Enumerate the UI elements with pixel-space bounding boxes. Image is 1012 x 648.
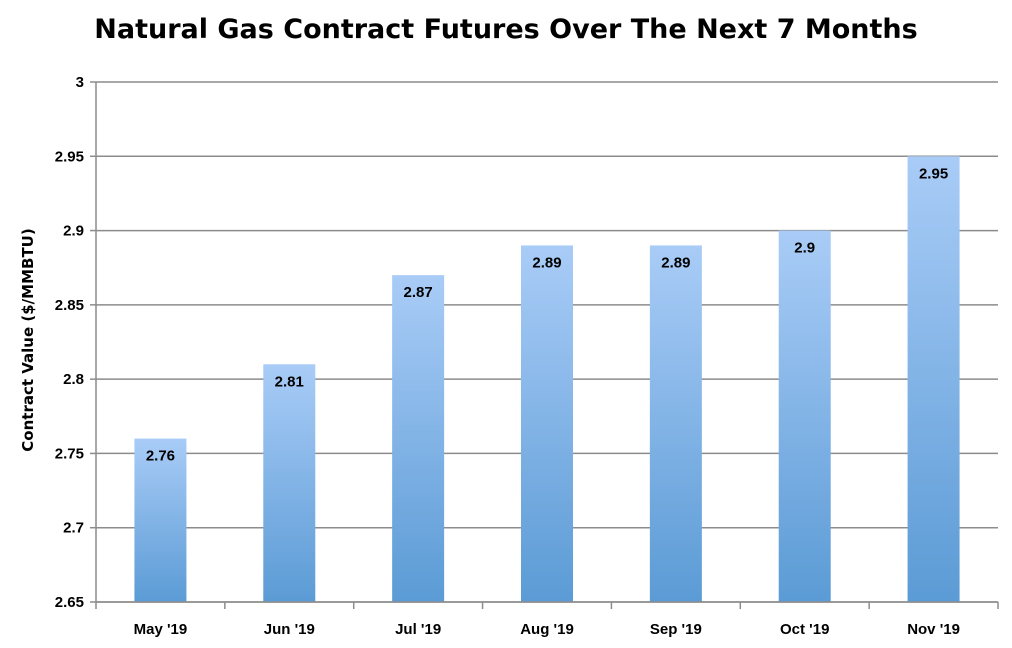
- x-tick-label: Nov '19: [907, 621, 960, 638]
- y-tick-label: 2.7: [63, 520, 84, 537]
- x-tick-label: Jun '19: [264, 621, 315, 638]
- bar: [392, 275, 445, 602]
- data-label: 2.76: [146, 448, 175, 465]
- bar: [263, 364, 316, 602]
- y-tick-label: 2.65: [55, 594, 84, 611]
- y-tick-label: 2.95: [55, 148, 84, 165]
- bar: [521, 245, 573, 602]
- x-tick-label: Oct '19: [780, 621, 829, 638]
- y-tick-label: 2.8: [63, 371, 84, 388]
- bars: [134, 156, 960, 603]
- y-tick-label: 2.9: [63, 223, 84, 240]
- data-label: 2.87: [404, 284, 433, 301]
- y-tick-label: 3: [76, 74, 84, 91]
- data-label: 2.9: [794, 240, 815, 257]
- x-tick-label: Aug '19: [520, 621, 574, 638]
- x-axis-ticks: May '19 Jun '19 Jul '19 Aug '19 Sep '19 Oct '…: [95, 602, 999, 638]
- y-axis-ticks: 2.65 2.7 2.75 2.8 2.85 2.9 2.95 3: [55, 74, 96, 611]
- y-tick-label: 2.75: [55, 445, 84, 462]
- x-tick-label: Sep '19: [650, 621, 702, 638]
- chart-title: Natural Gas Contract Futures Over The Ne…: [94, 14, 918, 45]
- bar: [907, 156, 960, 603]
- data-label: 2.81: [275, 373, 304, 390]
- axes: [95, 82, 998, 603]
- data-label: 2.89: [532, 254, 561, 271]
- bar: [649, 245, 702, 602]
- bar: [778, 230, 831, 603]
- x-tick-label: May '19: [134, 621, 188, 638]
- data-label: 2.95: [919, 165, 948, 182]
- x-tick-label: Jul '19: [395, 621, 441, 638]
- data-labels: 2.76 2.81 2.87 2.89 2.89 2.9 2.95: [146, 165, 948, 464]
- data-label: 2.89: [661, 254, 690, 271]
- bar: [134, 438, 187, 602]
- y-tick-label: 2.85: [55, 297, 84, 314]
